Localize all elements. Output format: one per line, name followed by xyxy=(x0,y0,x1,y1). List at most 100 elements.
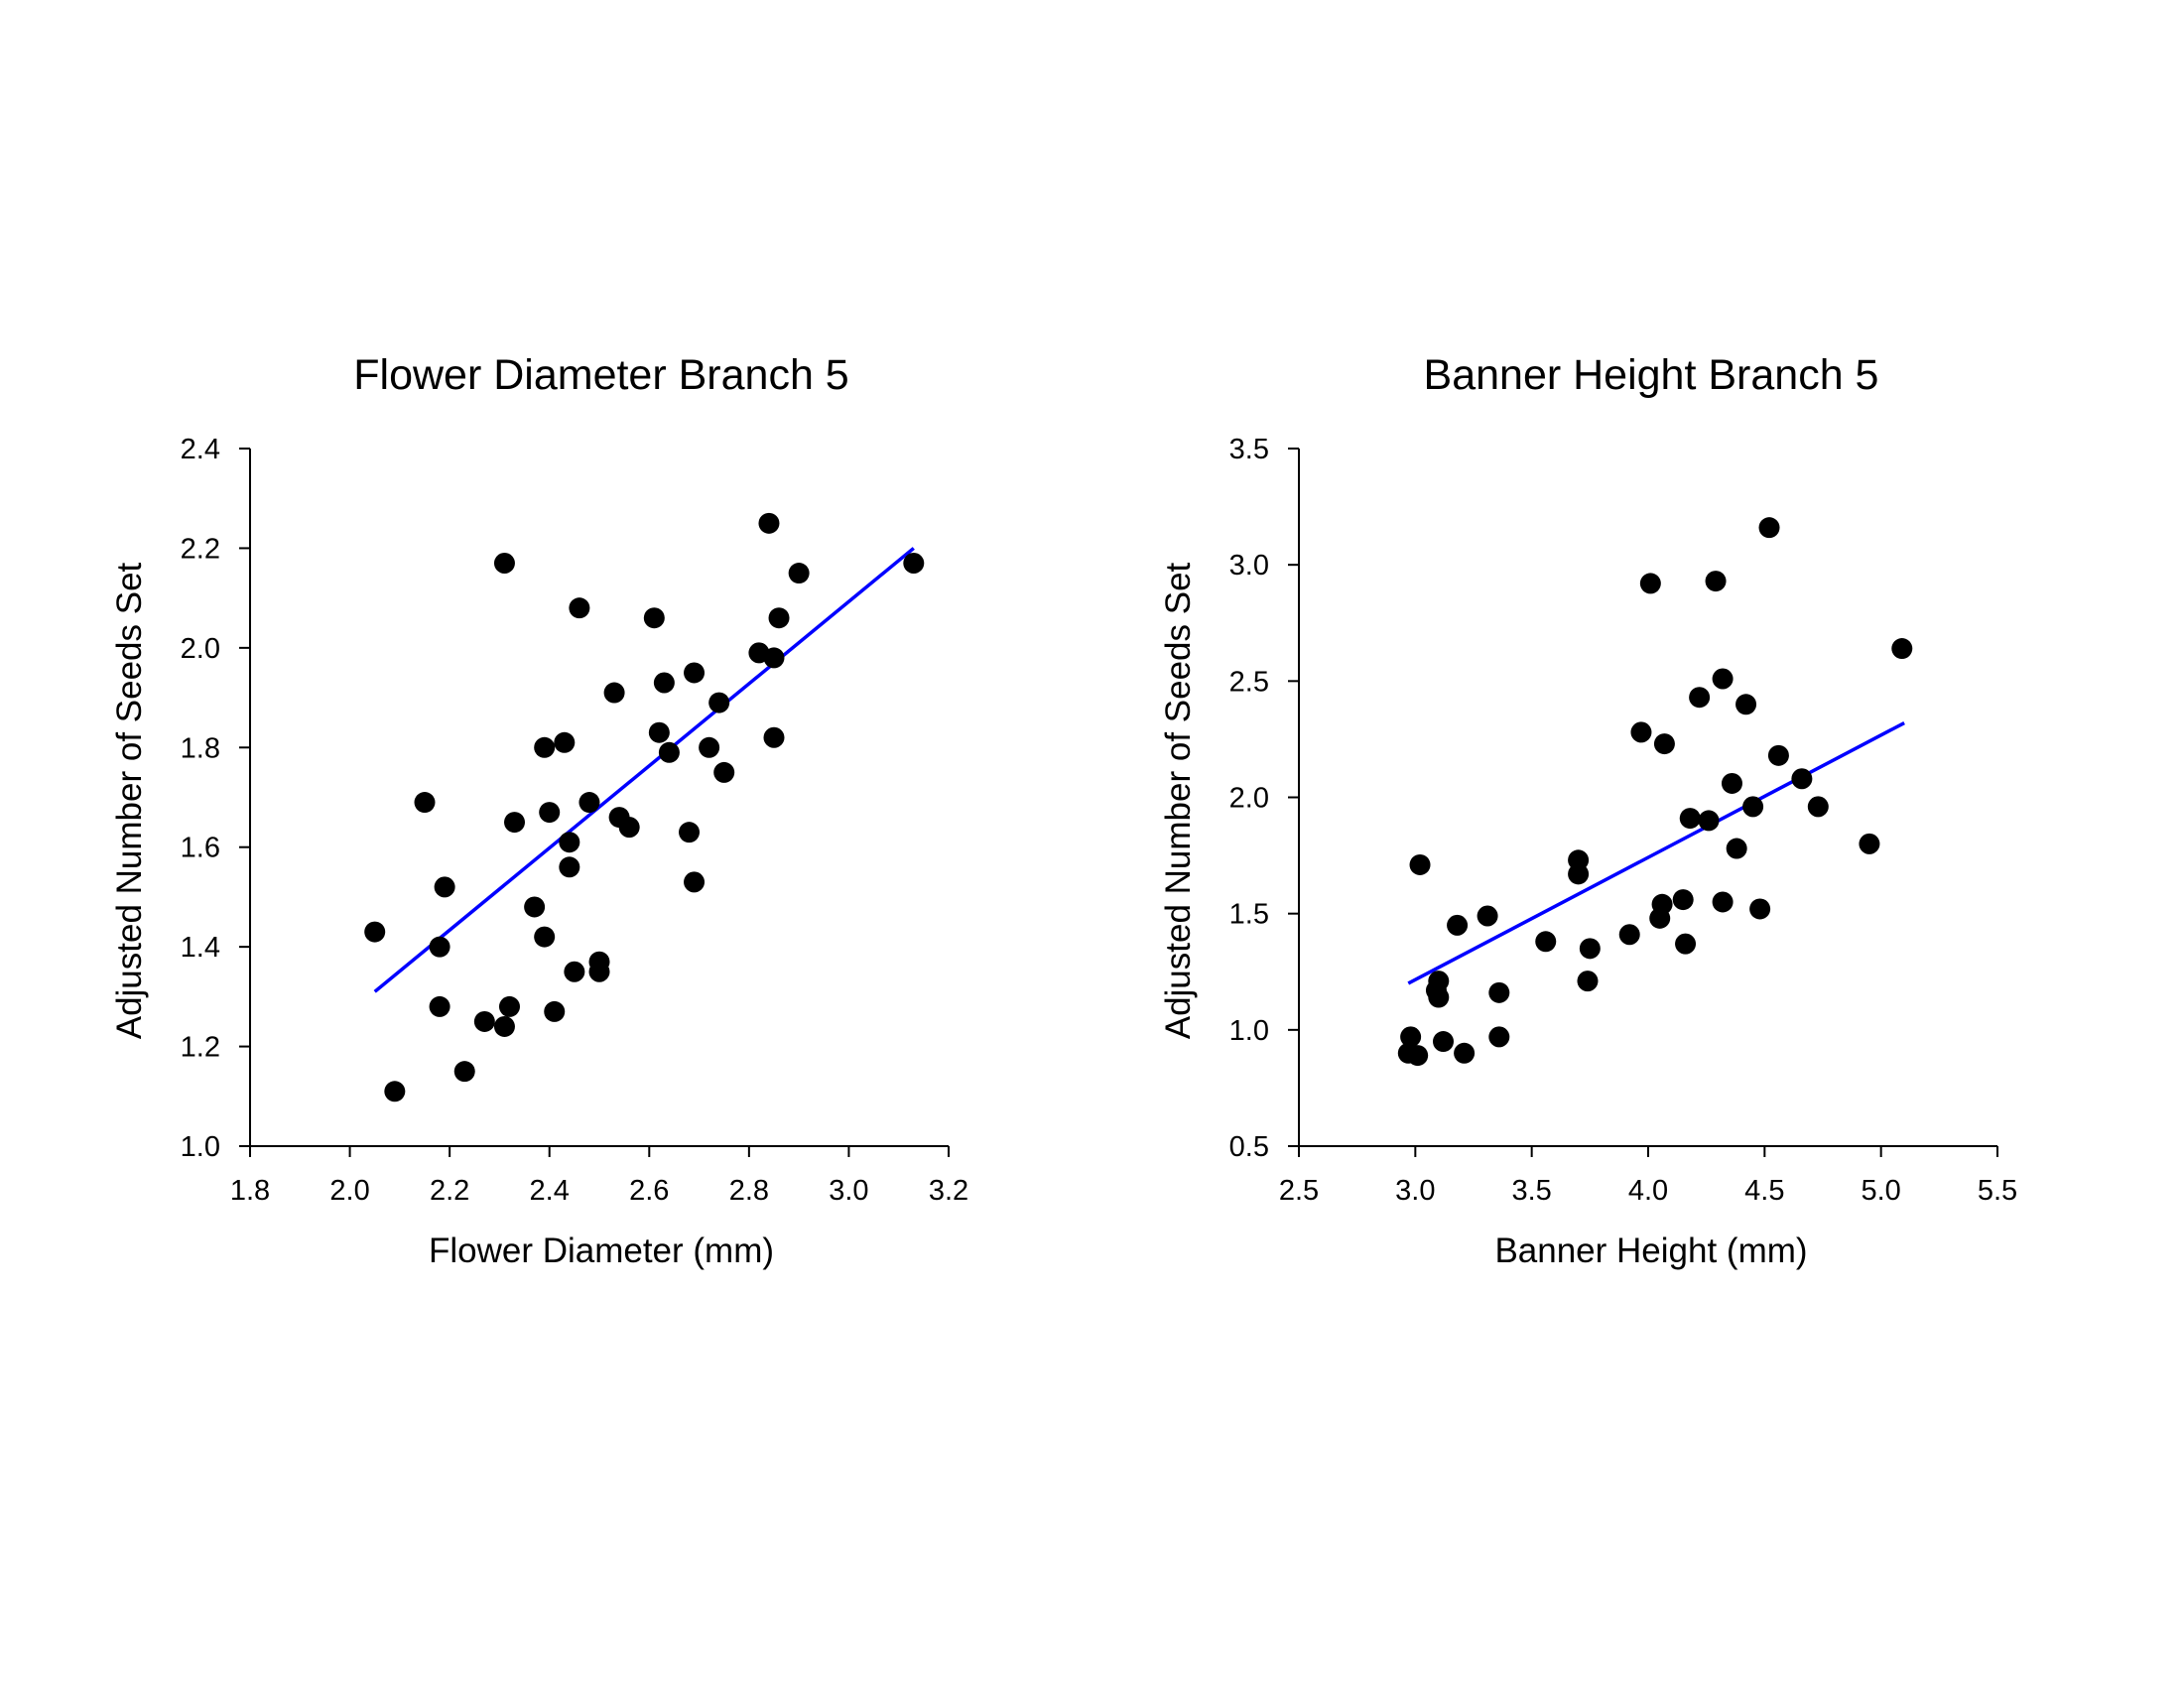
data-point xyxy=(679,822,701,843)
data-point xyxy=(763,726,785,748)
data-point xyxy=(1409,853,1431,875)
data-point xyxy=(788,563,810,584)
data-point xyxy=(429,936,450,958)
data-point xyxy=(699,736,720,758)
data-point xyxy=(1651,893,1673,915)
data-point xyxy=(1767,744,1789,766)
x-tick-label: 2.8 xyxy=(729,1175,769,1207)
data-point xyxy=(559,856,580,878)
data-point xyxy=(1679,808,1701,830)
data-point xyxy=(1447,914,1469,936)
data-point xyxy=(1579,938,1601,960)
data-point xyxy=(1698,810,1720,832)
y-tick-label: 1.0 xyxy=(1229,1015,1269,1047)
data-point xyxy=(1568,849,1590,871)
data-point xyxy=(1712,668,1734,690)
data-point xyxy=(554,731,576,753)
data-point xyxy=(588,961,610,982)
data-point xyxy=(768,607,790,629)
data-point xyxy=(1454,1042,1476,1064)
data-point xyxy=(1428,971,1450,992)
y-axis-label: Adjusted Number of Seeds Set xyxy=(1159,562,1198,1039)
data-point xyxy=(758,512,780,534)
data-point xyxy=(1675,933,1697,955)
y-axis-label: Adjusted Number of Seeds Set xyxy=(110,562,149,1039)
data-point xyxy=(1407,1045,1429,1067)
y-tick-label: 1.8 xyxy=(181,732,220,764)
chart-title: Banner Height Branch 5 xyxy=(1424,351,1879,399)
x-tick-label: 2.6 xyxy=(629,1175,669,1207)
y-tick-label: 2.0 xyxy=(1229,783,1269,815)
data-point xyxy=(1721,772,1742,794)
x-tick-label: 1.8 xyxy=(230,1175,270,1207)
data-point xyxy=(763,647,785,669)
data-point xyxy=(414,792,436,814)
data-point xyxy=(498,995,520,1017)
x-tick-label: 2.2 xyxy=(430,1175,469,1207)
y-tick-label: 0.5 xyxy=(1229,1131,1269,1163)
data-point xyxy=(1712,891,1734,913)
chart-banner-height: Banner Height Branch 5 Banner Height (mm… xyxy=(1159,351,2017,1270)
data-point xyxy=(643,607,665,629)
data-point xyxy=(1859,833,1880,854)
data-point xyxy=(384,1081,406,1102)
x-tick-label: 3.2 xyxy=(929,1175,968,1207)
data-point xyxy=(1618,924,1640,946)
y-tick-label: 2.0 xyxy=(181,633,220,665)
y-tick-label: 1.2 xyxy=(181,1032,220,1064)
data-point xyxy=(1428,986,1450,1008)
data-point xyxy=(1432,1031,1454,1053)
data-point xyxy=(1742,796,1764,818)
data-point xyxy=(1749,898,1771,920)
data-point xyxy=(658,741,680,763)
data-point xyxy=(534,736,556,758)
x-tick-label: 2.5 xyxy=(1279,1175,1319,1207)
data-point xyxy=(473,1010,495,1032)
data-point xyxy=(1735,694,1757,715)
data-point xyxy=(364,921,386,943)
x-tick-label: 3.0 xyxy=(1395,1175,1435,1207)
data-point xyxy=(708,692,730,713)
data-point xyxy=(648,721,670,743)
x-tick-label: 5.5 xyxy=(1978,1175,2017,1207)
data-point xyxy=(1630,721,1652,743)
regression-line xyxy=(1407,720,1905,985)
data-point xyxy=(1891,638,1913,660)
chart-title: Flower Diameter Branch 5 xyxy=(353,351,848,399)
data-point xyxy=(1639,573,1661,594)
data-point xyxy=(684,662,706,684)
x-axis-label: Banner Height (mm) xyxy=(1494,1231,1807,1270)
data-point xyxy=(1689,687,1711,709)
data-point xyxy=(618,817,640,839)
chart-flower-diameter: Flower Diameter Branch 5 Flower Diameter… xyxy=(110,351,968,1270)
data-point xyxy=(1705,571,1727,592)
data-point xyxy=(653,672,675,694)
data-point xyxy=(1488,981,1510,1003)
y-tick-label: 1.5 xyxy=(1229,899,1269,931)
data-point xyxy=(429,995,450,1017)
y-tick-label: 3.0 xyxy=(1229,550,1269,582)
data-point xyxy=(603,682,625,704)
data-point xyxy=(1758,517,1780,539)
data-point xyxy=(569,597,590,619)
data-point xyxy=(1577,971,1599,992)
data-point xyxy=(534,926,556,948)
y-tick-label: 1.4 xyxy=(181,932,220,964)
data-point xyxy=(493,1015,515,1037)
data-point xyxy=(1653,733,1675,755)
data-point xyxy=(1488,1026,1510,1048)
y-tick-label: 2.5 xyxy=(1229,666,1269,698)
data-point xyxy=(903,552,925,574)
data-point xyxy=(1672,889,1694,911)
y-tick-label: 3.5 xyxy=(1229,434,1269,465)
x-tick-label: 2.0 xyxy=(329,1175,369,1207)
data-point xyxy=(544,1000,566,1022)
y-tick-label: 1.0 xyxy=(181,1131,220,1163)
x-axis-label: Flower Diameter (mm) xyxy=(429,1231,774,1270)
data-point xyxy=(493,552,515,574)
data-point xyxy=(504,812,526,834)
x-tick-label: 5.0 xyxy=(1862,1175,1901,1207)
data-point xyxy=(524,896,546,918)
data-point xyxy=(1791,768,1813,790)
x-tick-label: 3.5 xyxy=(1512,1175,1552,1207)
